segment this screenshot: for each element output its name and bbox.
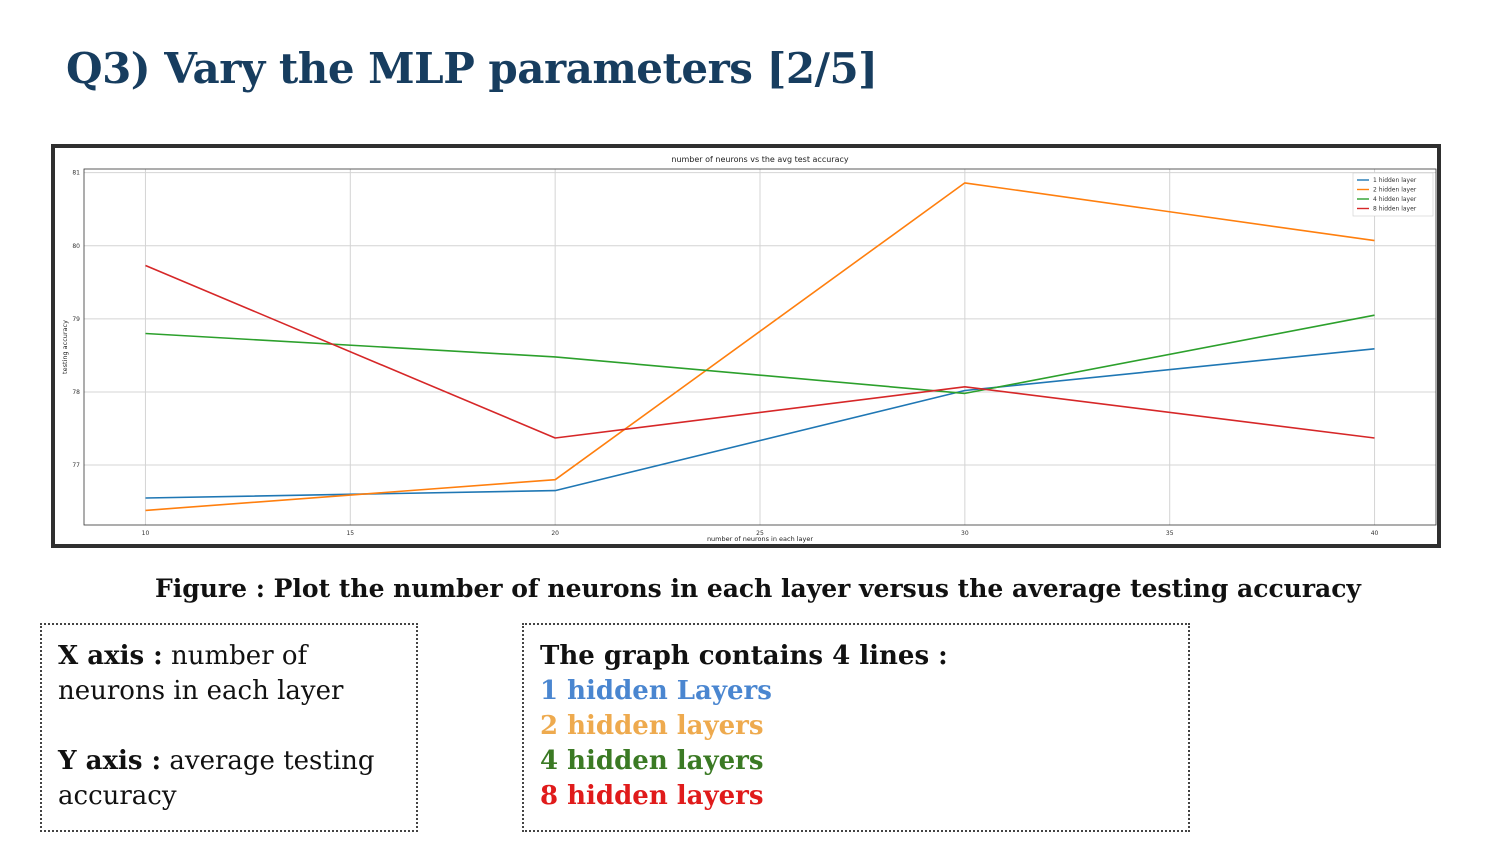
legend-label-3: 4 hidden layer	[1373, 196, 1417, 203]
chart-legend: 1 hidden layer 2 hidden layer 4 hidden lay…	[1352, 172, 1434, 217]
x-axis-description: X axis : number of neurons in each layer	[58, 639, 400, 709]
x-axis-label: number of neurons in each layer	[707, 535, 813, 543]
legend-label-1: 1 hidden layer	[1373, 177, 1417, 184]
legend-label-2: 2 hidden layer	[1373, 187, 1417, 194]
series-line-4	[145, 264, 1375, 439]
x-tick-label: 40	[1371, 530, 1379, 537]
line-item-2-hidden: 2 hidden layers	[540, 711, 764, 741]
series-line-3	[145, 314, 1375, 395]
x-tick-label: 15	[346, 530, 354, 537]
grid-layer	[84, 169, 1436, 525]
chart-frame: 10 15 20 25 30 35 40 77 78 79 80 81 number of neuro…	[51, 144, 1441, 548]
y-tick-label: 79	[72, 316, 80, 323]
x-tick-label: 30	[961, 530, 969, 537]
legend-label-4: 8 hidden layer	[1373, 206, 1417, 213]
y-tick-label: 80	[72, 243, 80, 250]
y-tick-label: 78	[72, 389, 80, 396]
x-tick-label: 35	[1166, 530, 1174, 537]
x-tick-label: 25	[756, 530, 764, 537]
x-tick-label: 10	[142, 530, 150, 537]
figure-caption: Figure : Plot the number of neurons in e…	[155, 574, 1361, 603]
lines-description-box: The graph contains 4 lines : 1 hidden La…	[522, 623, 1190, 832]
series-layer	[145, 182, 1375, 512]
line-item-4-hidden: 4 hidden layers	[540, 746, 764, 776]
y-axis-description-text: average testing accuracy	[58, 746, 375, 811]
line-item-8-hidden: 8 hidden layers	[540, 781, 764, 811]
slide-title: Q3) Vary the MLP parameters [2/5]	[66, 44, 878, 93]
chart-title: number of neurons vs the avg test accura…	[671, 155, 849, 164]
y-axis-description-label: Y axis :	[58, 746, 162, 776]
x-tick-label: 20	[551, 530, 559, 537]
y-tick-label: 81	[72, 170, 80, 177]
y-tick-label: 77	[72, 462, 80, 469]
tick-layer: 10 15 20 25 30 35 40 77 78 79 80 81	[72, 170, 1378, 537]
y-axis-label: testing accuracy	[61, 320, 69, 374]
x-axis-description-label: X axis :	[58, 641, 163, 671]
plot-area	[83, 168, 1437, 526]
line-item-1-hidden: 1 hidden Layers	[540, 676, 772, 706]
x-axis-description-text: number of neurons in each layer	[58, 641, 344, 706]
lines-heading: The graph contains 4 lines :	[540, 641, 948, 671]
axes-description-box: X axis : number of neurons in each layer…	[40, 623, 418, 832]
y-axis-description: Y axis : average testing accuracy	[58, 744, 400, 814]
series-line-2	[145, 182, 1375, 512]
line-chart: 10 15 20 25 30 35 40 77 78 79 80 81 number of neuro…	[61, 155, 1437, 543]
